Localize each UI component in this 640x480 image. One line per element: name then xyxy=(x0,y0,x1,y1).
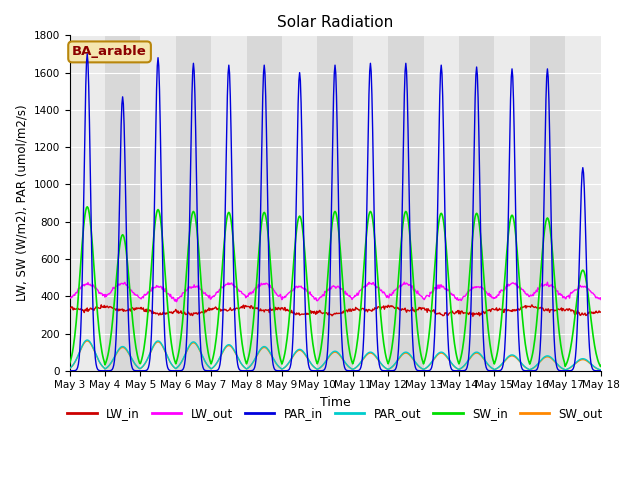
Bar xyxy=(353,36,388,371)
Bar xyxy=(246,36,282,371)
X-axis label: Time: Time xyxy=(319,396,350,409)
Bar xyxy=(282,36,317,371)
Bar xyxy=(70,36,105,371)
Bar xyxy=(388,36,424,371)
Bar xyxy=(140,36,176,371)
Bar xyxy=(317,36,353,371)
Y-axis label: LW, SW (W/m2), PAR (umol/m2/s): LW, SW (W/m2), PAR (umol/m2/s) xyxy=(15,105,28,301)
Bar xyxy=(494,36,530,371)
Bar xyxy=(600,36,636,371)
Bar xyxy=(105,36,140,371)
Bar xyxy=(459,36,494,371)
Legend: LW_in, LW_out, PAR_in, PAR_out, SW_in, SW_out: LW_in, LW_out, PAR_in, PAR_out, SW_in, S… xyxy=(63,403,607,425)
Bar xyxy=(636,36,640,371)
Bar xyxy=(565,36,600,371)
Bar xyxy=(424,36,459,371)
Bar xyxy=(176,36,211,371)
Title: Solar Radiation: Solar Radiation xyxy=(277,15,393,30)
Bar xyxy=(530,36,565,371)
Text: BA_arable: BA_arable xyxy=(72,46,147,59)
Bar xyxy=(211,36,246,371)
